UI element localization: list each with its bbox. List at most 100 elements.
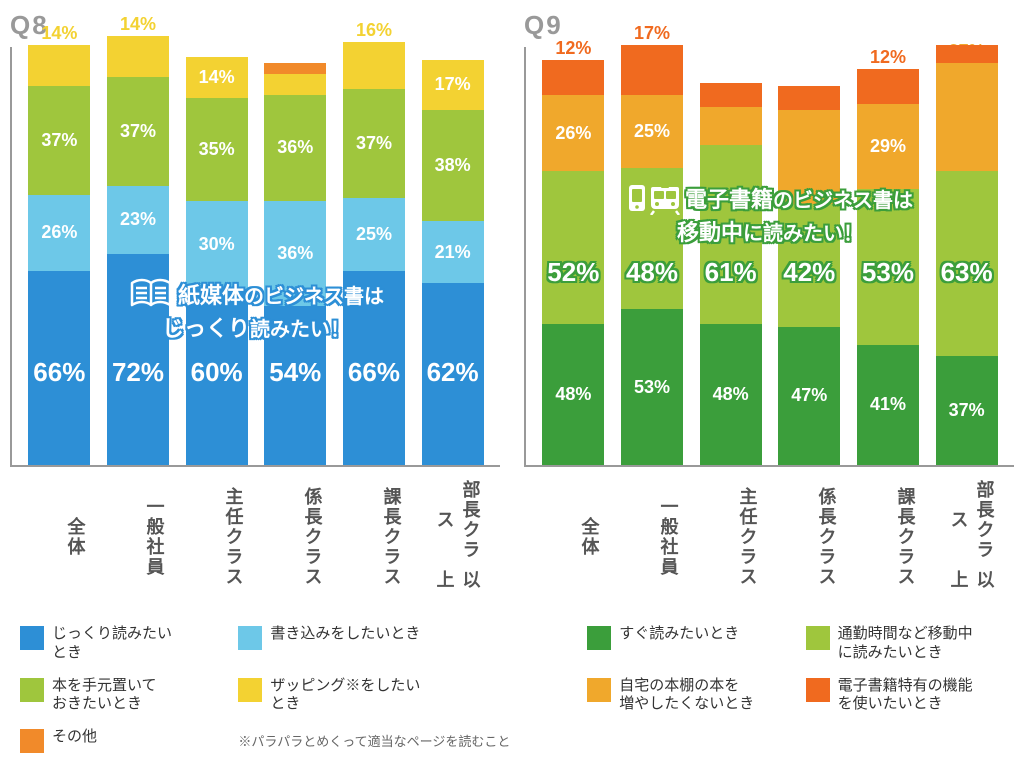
bar-segment-label: 25%: [634, 121, 670, 142]
bar-col: 48%61%13%: [700, 83, 762, 465]
legend-text: 電子書籍特有の機能を使いたいとき: [838, 677, 973, 715]
charts-row: Q8 66%26%37%14%72%23%37%14%60%30%35%14%5…: [0, 10, 1024, 597]
bar-segment: 41%: [857, 345, 919, 465]
bar-segment-label: 26%: [555, 123, 591, 144]
legend-item: ザッピング※をしたいとき: [238, 677, 483, 715]
legend-footnote: ※パラパラとめくって適当なページを読むこと: [238, 731, 567, 750]
bar-segment-label: 41%: [870, 394, 906, 415]
legend: じっくり読みたいとき 書き込みをしたいとき すぐ読みたいとき 通勤時間など移動中に読み…: [0, 597, 1024, 763]
x-axis-label: 課長クラス: [857, 477, 919, 597]
bar-segment-label: 17%: [634, 23, 670, 44]
legend-item: 通勤時間など移動中に読みたいとき: [806, 625, 1004, 663]
bar-segment: [700, 83, 762, 106]
bar-segment: 36%: [264, 201, 326, 307]
bar-segment-label: 37%: [356, 133, 392, 154]
bar-col: 66%25% 37% 16%: [343, 42, 405, 465]
bar-col: 60%30%35%14%: [186, 57, 248, 465]
bar-col: 72%23% 37% 14%: [107, 36, 169, 465]
bar-segment: 17%: [621, 45, 683, 95]
legend-swatch: [587, 678, 611, 702]
x-axis-label: 係長クラス: [778, 477, 840, 597]
legend-text: すぐ読みたいとき: [619, 625, 739, 644]
bar-segment: [778, 86, 840, 109]
chart-q8-title: Q8: [10, 10, 500, 41]
legend-text: その他: [52, 728, 97, 747]
bar-segment: 52%: [542, 171, 604, 324]
bar-segment-label: 37%: [120, 121, 156, 142]
bar-segment: 66%: [343, 271, 405, 465]
bar-segment-label: 14%: [199, 67, 235, 88]
bar-col: 54%36%36%: [264, 63, 326, 465]
legend-swatch: [20, 729, 44, 753]
bar-col: 48%52% 26% 12%: [542, 60, 604, 465]
bar-segment: 12%: [857, 69, 919, 104]
bar-segment-label: 14%: [41, 23, 77, 44]
bar-segment: 48%: [700, 324, 762, 465]
bar-segment: 17%: [422, 60, 484, 110]
bar-segment: 47%: [778, 327, 840, 465]
bar-segment: 37%: [936, 63, 998, 172]
legend-swatch: [20, 678, 44, 702]
bar-segment: 23%: [107, 186, 169, 254]
bar-segment-label: 16%: [356, 20, 392, 41]
bar-segment: 37%: [28, 86, 90, 195]
bar-col: 41% 53% 29% 12%: [857, 69, 919, 465]
bar-segment: 37%: [343, 89, 405, 198]
chart-q8: Q8 66%26%37%14%72%23%37%14%60%30%35%14%5…: [10, 10, 500, 597]
bar-segment-label: 30%: [199, 234, 235, 255]
legend-item: 自宅の本棚の本を増やしたくないとき: [587, 677, 785, 715]
bar-col: 66%26%37%14%: [28, 45, 90, 465]
bar-segment-label: 35%: [199, 139, 235, 160]
bar-segment: 13%: [700, 107, 762, 145]
bar-col: 47%42%32%: [778, 86, 840, 465]
chart-q8-plot: 66%26%37%14%72%23%37%14%60%30%35%14%54%3…: [10, 47, 500, 467]
bar-segment: 14%: [107, 36, 169, 77]
bar-segment-label: 37%: [949, 400, 985, 421]
bar-segment: 53%: [857, 189, 919, 345]
bar-segment: 48%: [542, 324, 604, 465]
x-axis-label: 主任クラス: [185, 477, 247, 597]
bar-segment: 61%: [700, 145, 762, 324]
bar-segment: 66%: [28, 271, 90, 465]
legend-swatch: [238, 678, 262, 702]
bar-segment-label: 12%: [555, 38, 591, 59]
chart-q9-xaxis: 全体一般社員主任クラス係長クラス課長クラス部長クラス以上: [524, 467, 1014, 597]
legend-swatch: [587, 626, 611, 650]
x-axis-label: 一般社員: [620, 477, 682, 597]
bar-segment: 53%: [621, 309, 683, 465]
legend-item: 本を手元置いておきたいとき: [20, 677, 218, 715]
bar-col: 62%21%38%17%: [422, 60, 484, 465]
legend-item: 書き込みをしたいとき: [238, 625, 483, 650]
legend-item: その他: [20, 728, 218, 753]
bar-segment: 25%: [343, 198, 405, 271]
legend-swatch: [238, 626, 262, 650]
x-axis-label: 係長クラス: [264, 477, 326, 597]
bar-segment: 12%: [542, 60, 604, 95]
x-axis-label: 部長クラス以上: [936, 477, 998, 597]
legend-text: じっくり読みたいとき: [52, 625, 172, 663]
bar-segment: 32%: [778, 110, 840, 204]
x-axis-label: 課長クラス: [343, 477, 405, 597]
bar-segment: 42%: [778, 204, 840, 327]
bar-segment-label: 29%: [870, 136, 906, 157]
x-axis-label: 全体: [27, 477, 89, 597]
legend-text: ザッピング※をしたいとき: [270, 677, 420, 715]
bar-col: 37%63%37%: [936, 45, 998, 465]
bar-segment-label: 26%: [41, 222, 77, 243]
x-axis-label: 部長クラス以上: [422, 477, 484, 597]
bar-segment: 72%: [107, 254, 169, 465]
bar-segment: 26%: [542, 95, 604, 171]
bar-segment: 25%: [621, 95, 683, 168]
bar-segment: 63%: [936, 171, 998, 356]
x-axis-label: 主任クラス: [699, 477, 761, 597]
bar-segment: 54%: [264, 306, 326, 465]
legend-text: 通勤時間など移動中に読みたいとき: [838, 625, 973, 663]
bar-segment-label: 17%: [435, 74, 471, 95]
bar-segment: 21%: [422, 221, 484, 283]
bar-segment: 37%: [107, 77, 169, 186]
bar-segment: 16%: [343, 42, 405, 89]
bar-segment: 35%: [186, 98, 248, 201]
bar-segment: 14%: [186, 57, 248, 98]
bar-segment: 37%: [936, 356, 998, 465]
bar-segment-label: 14%: [120, 14, 156, 35]
